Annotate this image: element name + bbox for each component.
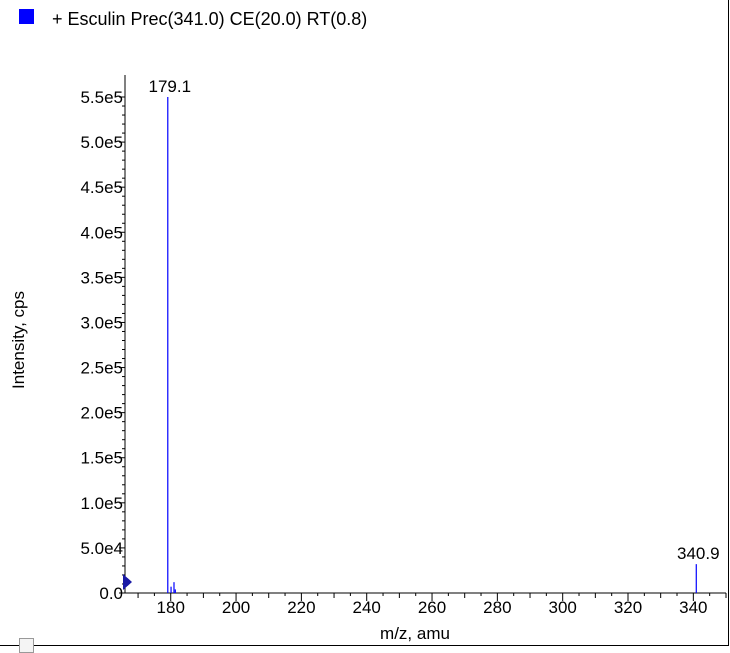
x-axis-title: m/z, amu xyxy=(380,624,450,643)
x-tick-label: 320 xyxy=(614,598,642,617)
y-tick-label: 3.0e5 xyxy=(80,313,123,332)
y-tick-label: 1.5e5 xyxy=(80,449,123,468)
x-tick-label: 180 xyxy=(157,598,185,617)
y-tick-label: 5.0e4 xyxy=(80,539,123,558)
legend-label: + Esculin Prec(341.0) CE(20.0) RT(0.8) xyxy=(52,9,368,29)
x-tick-label: 280 xyxy=(483,598,511,617)
x-tick-label: 260 xyxy=(418,598,446,617)
peak-label: 179.1 xyxy=(149,77,192,96)
baseline-marker-icon xyxy=(123,574,132,590)
x-tick-label: 300 xyxy=(548,598,576,617)
y-ticks: 0.0 5.0e4 1.0e5 1.5e5 2.0e5 2.5e5 3.0e5 3.5e5 4.… xyxy=(80,88,125,603)
x-tick-label: 200 xyxy=(222,598,250,617)
y-tick-label: 3.5e5 xyxy=(80,268,123,287)
y-tick-label: 5.0e5 xyxy=(80,133,123,152)
y-tick-label: 2.0e5 xyxy=(80,404,123,423)
peaks: 179.1 340.9 xyxy=(149,77,720,593)
peak-label: 340.9 xyxy=(677,544,720,563)
x-tick-label: 240 xyxy=(353,598,381,617)
x-tick-label: 340 xyxy=(679,598,707,617)
x-tick-label: 220 xyxy=(287,598,315,617)
y-tick-label: 0.0 xyxy=(99,584,123,603)
y-tick-label: 1.0e5 xyxy=(80,494,123,513)
y-axis-title: Intensity, cps xyxy=(9,291,28,389)
x-ticks: 180 200 220 240 260 280 300 320 340 xyxy=(137,593,727,617)
y-tick-label: 4.0e5 xyxy=(80,223,123,242)
y-tick-label: 4.5e5 xyxy=(80,178,123,197)
y-tick-label: 2.5e5 xyxy=(80,359,123,378)
y-tick-label: 5.5e5 xyxy=(80,88,123,107)
legend-swatch xyxy=(19,9,34,24)
